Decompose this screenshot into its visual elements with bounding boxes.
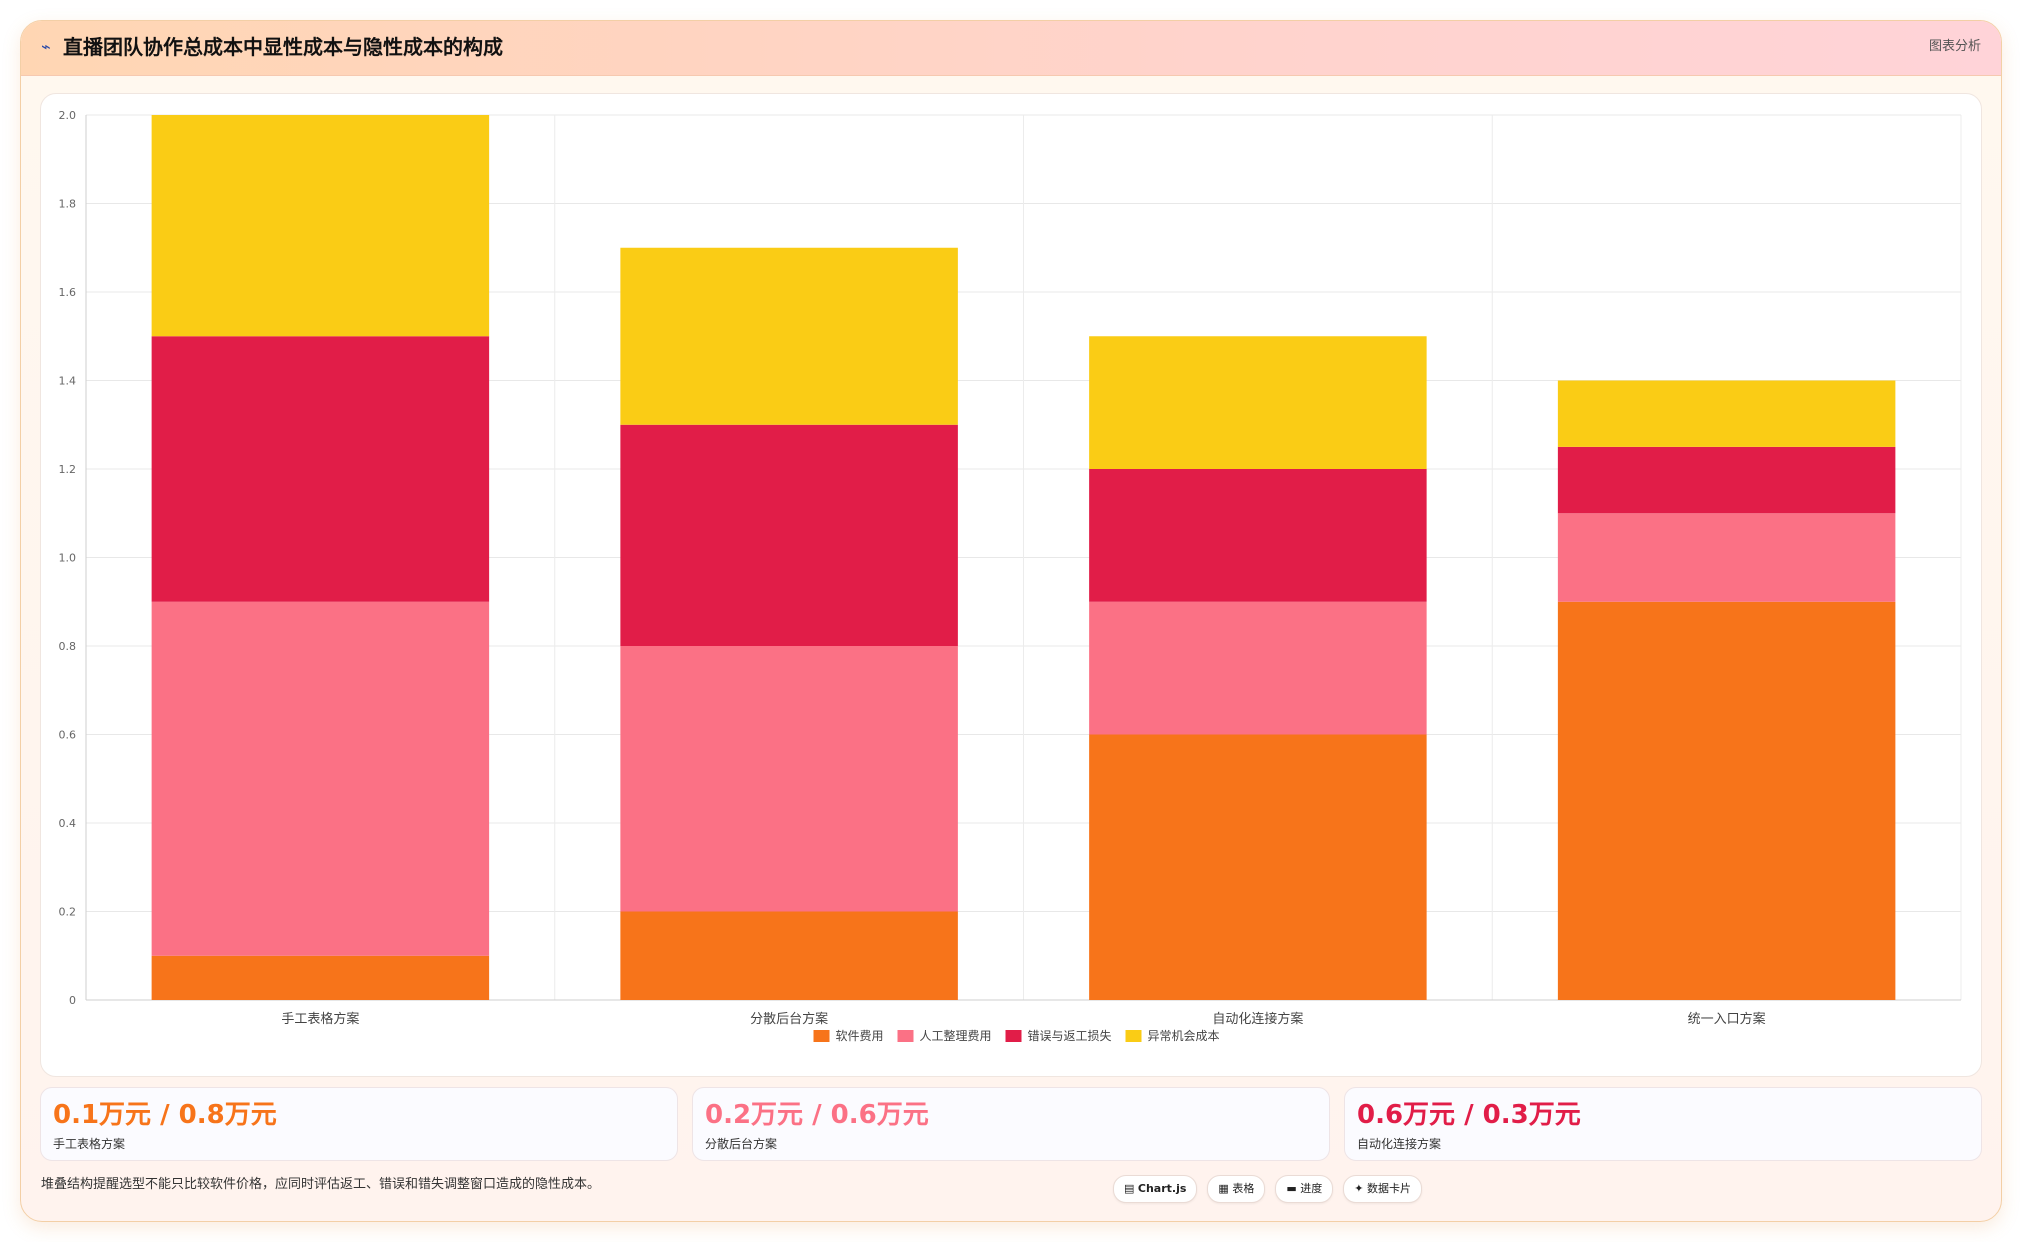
card-header: ⌁ 直播团队协作总成本中显性成本与隐性成本的构成 图表分析	[21, 21, 2001, 76]
y-tick-label: 0.4	[59, 817, 77, 830]
x-tick-label: 分散后台方案	[750, 1011, 828, 1027]
kpi-card-automation: 0.6万元 / 0.3万元 自动化连接方案	[1344, 1087, 1982, 1161]
card-icon: ✦	[1354, 1182, 1364, 1195]
chart-area: 0 0.2 0.4 0.6 0.8 1.0 1.2 1.4 1.6 1.8 2.0 手工表格方案 分散后…	[40, 93, 1982, 1077]
bar-segment	[151, 336, 490, 602]
x-tick-label: 自动化连接方案	[1212, 1011, 1303, 1027]
bar-segment	[620, 424, 958, 646]
legend-swatch	[897, 1030, 914, 1042]
legend-label: 软件费用	[836, 1029, 884, 1043]
legend-swatch	[1125, 1030, 1142, 1042]
kpi-card-distributed: 0.2万元 / 0.6万元 分散后台方案	[692, 1087, 1330, 1161]
x-tick-label: 手工表格方案	[281, 1011, 359, 1027]
y-tick-label: 0.8	[59, 640, 77, 653]
stacked-bar-chart: 0 0.2 0.4 0.6 0.8 1.0 1.2 1.4 1.6 1.8 2.0 手工表格方案 分散后…	[59, 109, 1962, 1043]
bar-segment	[1089, 336, 1427, 469]
bar-segment	[1557, 601, 1896, 1000]
y-tick-label: 1.2	[59, 463, 77, 476]
bar-segment	[1557, 446, 1896, 514]
bar-segment	[1557, 513, 1896, 602]
y-tick-label: 0.2	[59, 906, 77, 919]
chart-icon: ⌁	[41, 37, 51, 56]
tag-chartjs[interactable]: ▤ Chart.js	[1113, 1175, 1198, 1203]
chart-analysis-label[interactable]: 图表分析	[1928, 39, 1981, 54]
kpi-label: 自动化连接方案	[1357, 1137, 1442, 1151]
chart-card: ⌁ 直播团队协作总成本中显性成本与隐性成本的构成 图表分析 0 0.2 0.4 0.6…	[20, 20, 2002, 1222]
legend-label: 错误与返工损失	[1028, 1028, 1112, 1043]
kpi-label: 手工表格方案	[53, 1137, 126, 1151]
tag-data-card[interactable]: ✦ 数据卡片	[1343, 1175, 1422, 1203]
legend-swatch	[1005, 1030, 1022, 1042]
kpi-card-manual: 0.1万元 / 0.8万元 手工表格方案	[40, 1087, 678, 1161]
legend-label: 人工整理费用	[920, 1028, 992, 1043]
progress-icon: ▬	[1286, 1182, 1297, 1195]
table-icon: ▦	[1218, 1182, 1229, 1195]
bar-segment	[1089, 469, 1427, 602]
y-tick-label: 1.8	[59, 198, 77, 211]
tag-progress[interactable]: ▬ 进度	[1275, 1175, 1334, 1203]
bar-segment	[151, 115, 490, 337]
y-tick-label: 2.0	[59, 109, 77, 122]
kpi-label: 分散后台方案	[705, 1137, 778, 1151]
chart-footnote: 堆叠结构提醒选型不能只比较软件价格，应同时评估返工、错误和错失调整窗口造成的隐性…	[41, 1177, 601, 1192]
y-tick-label: 0.6	[59, 729, 77, 742]
kpi-value: 0.1万元 / 0.8万元	[53, 1100, 277, 1130]
bar-segment	[1089, 734, 1427, 1000]
chart-icon: ▤	[1124, 1182, 1135, 1195]
y-tick-label: 0	[69, 994, 76, 1007]
tag-list: ▤ Chart.js ▦ 表格 ▬ 进度 ✦ 数据卡片	[1113, 1175, 1422, 1203]
tag-table[interactable]: ▦ 表格	[1207, 1175, 1266, 1203]
bar-segment	[151, 955, 490, 1000]
kpi-value: 0.2万元 / 0.6万元	[705, 1100, 929, 1130]
x-tick-label: 统一入口方案	[1688, 1011, 1766, 1027]
bar-segment	[620, 646, 958, 912]
bar-segment	[151, 601, 490, 956]
legend-label: 异常机会成本	[1148, 1029, 1220, 1043]
bar-segment	[1557, 380, 1896, 447]
y-tick-label: 1.4	[59, 375, 77, 388]
bar-segment	[1089, 601, 1427, 735]
bar-segment	[620, 247, 958, 425]
bar-segment	[620, 911, 958, 1000]
legend-swatch	[813, 1030, 830, 1042]
y-tick-label: 1.0	[59, 552, 77, 565]
chart-title: 直播团队协作总成本中显性成本与隐性成本的构成	[63, 35, 503, 59]
kpi-value: 0.6万元 / 0.3万元	[1357, 1100, 1581, 1130]
y-tick-label: 1.6	[59, 286, 77, 299]
